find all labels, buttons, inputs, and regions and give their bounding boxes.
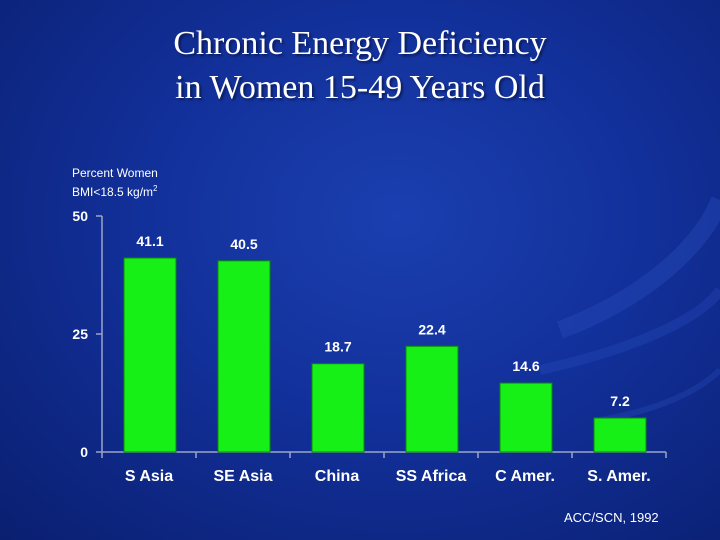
y-tick-label: 50	[72, 208, 88, 224]
source-citation: ACC/SCN, 1992	[564, 510, 659, 525]
y-tick-label: 0	[80, 444, 88, 460]
x-category-label: S Asia	[125, 468, 173, 485]
bar-s-amer	[593, 417, 647, 453]
chart-title: Chronic Energy Deficiency in Women 15-49…	[0, 22, 720, 110]
x-category-label: China	[315, 468, 360, 485]
y-axis-label: Percent Women BMI<18.5 kg/m2	[72, 166, 158, 200]
bar-ss-africa	[405, 345, 459, 453]
y-axis-label-unit: BMI<18.5 kg/m	[72, 185, 154, 199]
x-category-label: S. Amer.	[587, 468, 650, 485]
bar-china	[311, 363, 365, 453]
y-tick-label: 25	[72, 326, 88, 342]
x-category-label: C Amer.	[495, 468, 555, 485]
bar-se-asia	[217, 260, 271, 453]
chart-axes: 0 25 50	[72, 208, 667, 460]
chart-title-line-2: in Women 15-49 Years Old	[175, 69, 545, 106]
bar-c-amer	[499, 382, 553, 453]
bar-value-label: 14.6	[512, 358, 539, 374]
bar-value-label: 7.2	[610, 393, 630, 409]
chart-bars	[123, 257, 647, 453]
y-axis-label-line-1: Percent Women	[72, 166, 158, 180]
bar-s-asia	[123, 257, 177, 453]
x-category-label: SE Asia	[214, 468, 273, 485]
chart-title-line-1: Chronic Energy Deficiency	[173, 25, 547, 62]
y-axis-label-superscript: 2	[153, 184, 158, 193]
bar-value-label: 41.1	[136, 233, 163, 249]
bar-value-label: 40.5	[230, 236, 257, 252]
bar-value-label: 18.7	[324, 339, 351, 355]
chart-labels: 41.1 S Asia 40.5 SE Asia 18.7 China 22.4 SS Afr…	[125, 233, 651, 485]
y-axis-label-line-2: BMI<18.5 kg/m2	[72, 181, 158, 200]
x-category-label: SS Africa	[396, 468, 467, 485]
bar-value-label: 22.4	[418, 321, 445, 337]
